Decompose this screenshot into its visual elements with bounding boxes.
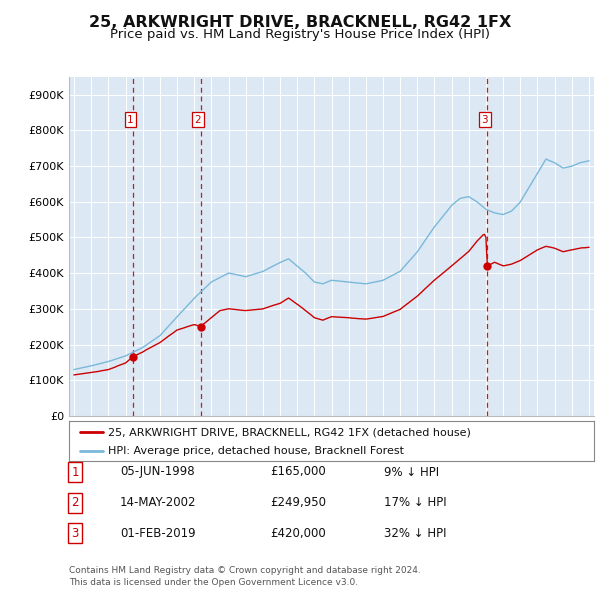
- Text: 2: 2: [195, 114, 202, 124]
- Text: Price paid vs. HM Land Registry's House Price Index (HPI): Price paid vs. HM Land Registry's House …: [110, 28, 490, 41]
- Text: 1: 1: [127, 114, 134, 124]
- Text: 2: 2: [71, 496, 79, 509]
- Text: 14-MAY-2002: 14-MAY-2002: [120, 496, 197, 509]
- Text: 25, ARKWRIGHT DRIVE, BRACKNELL, RG42 1FX (detached house): 25, ARKWRIGHT DRIVE, BRACKNELL, RG42 1FX…: [109, 428, 471, 438]
- Text: 3: 3: [481, 114, 488, 124]
- Text: Contains HM Land Registry data © Crown copyright and database right 2024.
This d: Contains HM Land Registry data © Crown c…: [69, 566, 421, 587]
- Text: 25, ARKWRIGHT DRIVE, BRACKNELL, RG42 1FX: 25, ARKWRIGHT DRIVE, BRACKNELL, RG42 1FX: [89, 15, 511, 30]
- Text: 3: 3: [71, 527, 79, 540]
- Text: 1: 1: [71, 466, 79, 478]
- Text: 9% ↓ HPI: 9% ↓ HPI: [384, 466, 439, 478]
- Text: 05-JUN-1998: 05-JUN-1998: [120, 466, 194, 478]
- Text: 01-FEB-2019: 01-FEB-2019: [120, 527, 196, 540]
- Text: 17% ↓ HPI: 17% ↓ HPI: [384, 496, 446, 509]
- Text: HPI: Average price, detached house, Bracknell Forest: HPI: Average price, detached house, Brac…: [109, 447, 404, 456]
- Text: 32% ↓ HPI: 32% ↓ HPI: [384, 527, 446, 540]
- Text: £420,000: £420,000: [270, 527, 326, 540]
- Text: £165,000: £165,000: [270, 466, 326, 478]
- Text: £249,950: £249,950: [270, 496, 326, 509]
